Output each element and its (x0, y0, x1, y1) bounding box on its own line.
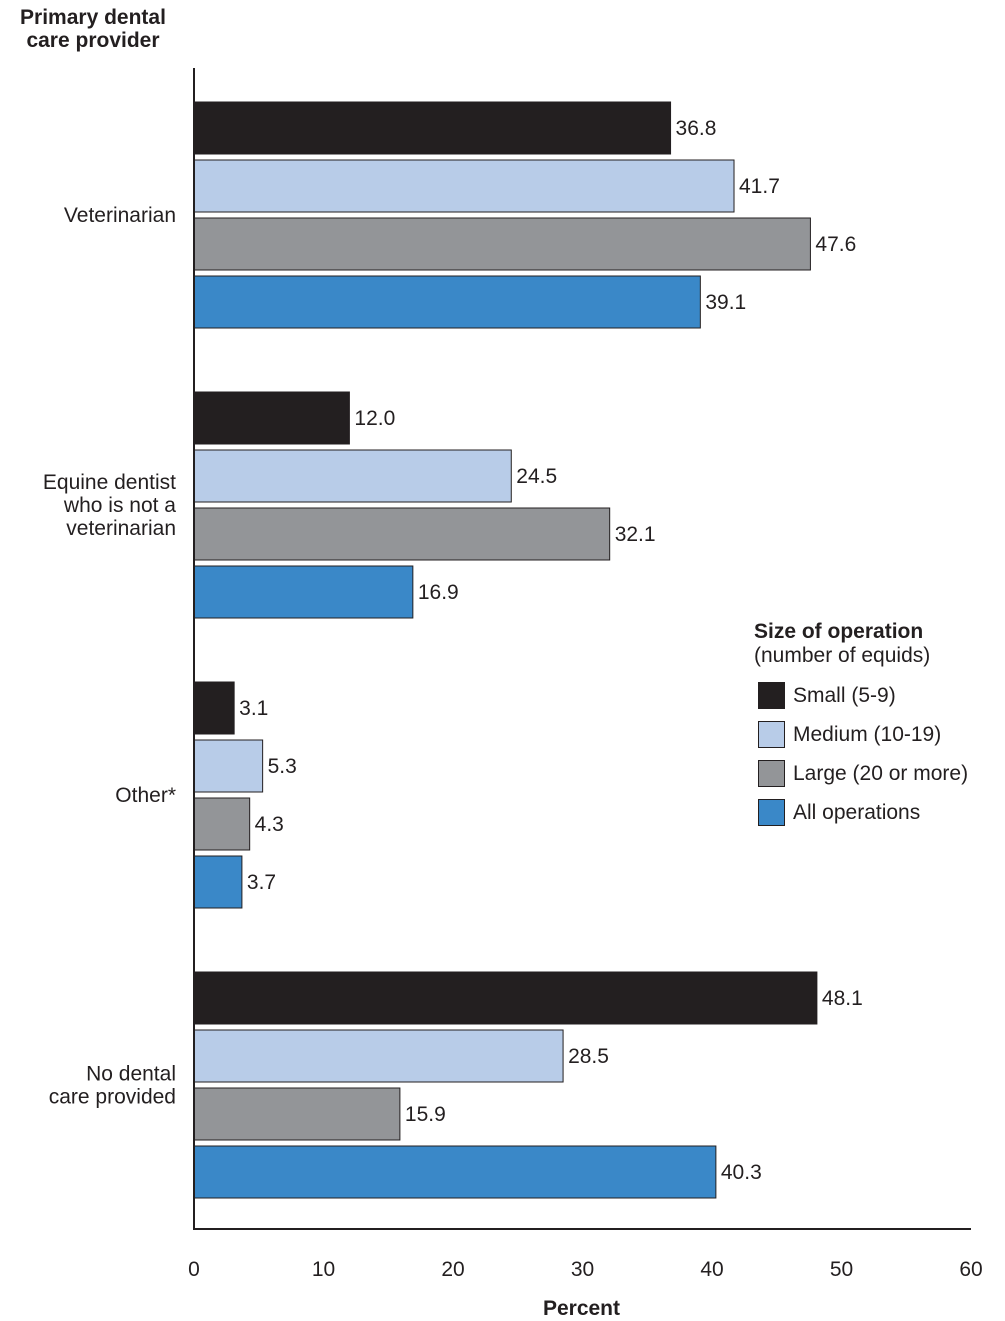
bar-value-label-0-3: 39.1 (705, 291, 746, 314)
x-tick-label-2: 20 (441, 1258, 464, 1281)
bar-value-label-0-1: 41.7 (739, 175, 780, 198)
legend-subtitle: (number of equids) (754, 644, 931, 667)
bar-3-3 (193, 1145, 717, 1199)
x-axis-title: Percent (543, 1297, 620, 1320)
legend-item-all: All operations (754, 793, 968, 832)
bar-3-0 (193, 971, 818, 1025)
bar-1-2 (193, 507, 611, 561)
bar-1-1 (193, 449, 512, 503)
y-axis-title-line-1: Primary dental (20, 6, 166, 29)
x-tick-label-3: 30 (571, 1258, 594, 1281)
bar-2-2 (193, 797, 251, 851)
legend-label-large: Large (20 or more) (793, 761, 969, 785)
bar-value-label-2-2: 4.3 (255, 813, 284, 836)
bar-2-3 (193, 855, 243, 909)
bar-value-label-0-2: 47.6 (815, 233, 856, 256)
bar-value-label-1-2: 32.1 (615, 523, 656, 546)
legend-item-small: Small (5-9) (754, 676, 968, 715)
legend-item-medium: Medium (10-19) (754, 715, 968, 754)
bar-value-label-3-2: 15.9 (405, 1103, 446, 1126)
legend-label-all: All operations (793, 800, 921, 824)
category-label-3-1: care provided (49, 1086, 176, 1109)
bar-2-0 (193, 681, 235, 735)
bar-2-1 (193, 739, 264, 793)
y-axis-title-line-2: care provider (26, 29, 160, 52)
bar-0-1 (193, 159, 735, 213)
x-tick-label-5: 50 (830, 1258, 853, 1281)
bar-value-label-3-3: 40.3 (721, 1161, 762, 1184)
legend-swatch-medium (758, 721, 785, 748)
bar-1-3 (193, 565, 414, 619)
x-tick-label-6: 60 (959, 1258, 982, 1281)
legend-label-small: Small (5-9) (793, 683, 896, 707)
bar-value-label-2-3: 3.7 (247, 871, 276, 894)
bar-0-0 (193, 101, 672, 155)
bar-1-0 (193, 391, 350, 445)
y-axis-title: Primary dental care provider (8, 6, 178, 52)
category-label-3-0: No dental (86, 1063, 176, 1086)
bar-value-label-2-0: 3.1 (239, 697, 268, 720)
category-label-1-0: Equine dentist (43, 471, 176, 494)
bar-3-2 (193, 1087, 401, 1141)
bar-value-label-1-0: 12.0 (354, 407, 395, 430)
category-label-0-0: Veterinarian (64, 204, 176, 227)
legend: Size of operation (number of equids) Sma… (754, 620, 968, 832)
bar-3-1 (193, 1029, 564, 1083)
bar-value-label-3-0: 48.1 (822, 987, 863, 1010)
bar-0-3 (193, 275, 701, 329)
legend-item-large: Large (20 or more) (754, 754, 968, 793)
x-tick-label-1: 10 (312, 1258, 335, 1281)
legend-swatch-large (758, 760, 785, 787)
legend-label-medium: Medium (10-19) (793, 722, 942, 746)
category-label-1-2: veterinarian (66, 517, 176, 540)
x-tick-label-0: 0 (188, 1258, 200, 1281)
bar-value-label-3-1: 28.5 (568, 1045, 609, 1068)
bar-value-label-1-1: 24.5 (516, 465, 557, 488)
legend-title: Size of operation (754, 620, 924, 643)
legend-swatch-all (758, 799, 785, 826)
category-label-2-0: Other* (115, 784, 176, 807)
legend-swatch-small (758, 682, 785, 709)
bar-value-label-0-0: 36.8 (676, 117, 717, 140)
x-tick-label-4: 40 (700, 1258, 723, 1281)
bar-value-label-1-3: 16.9 (418, 581, 459, 604)
bar-value-label-2-1: 5.3 (268, 755, 297, 778)
category-label-1-1: who is not a (63, 494, 176, 517)
bar-0-2 (193, 217, 811, 271)
